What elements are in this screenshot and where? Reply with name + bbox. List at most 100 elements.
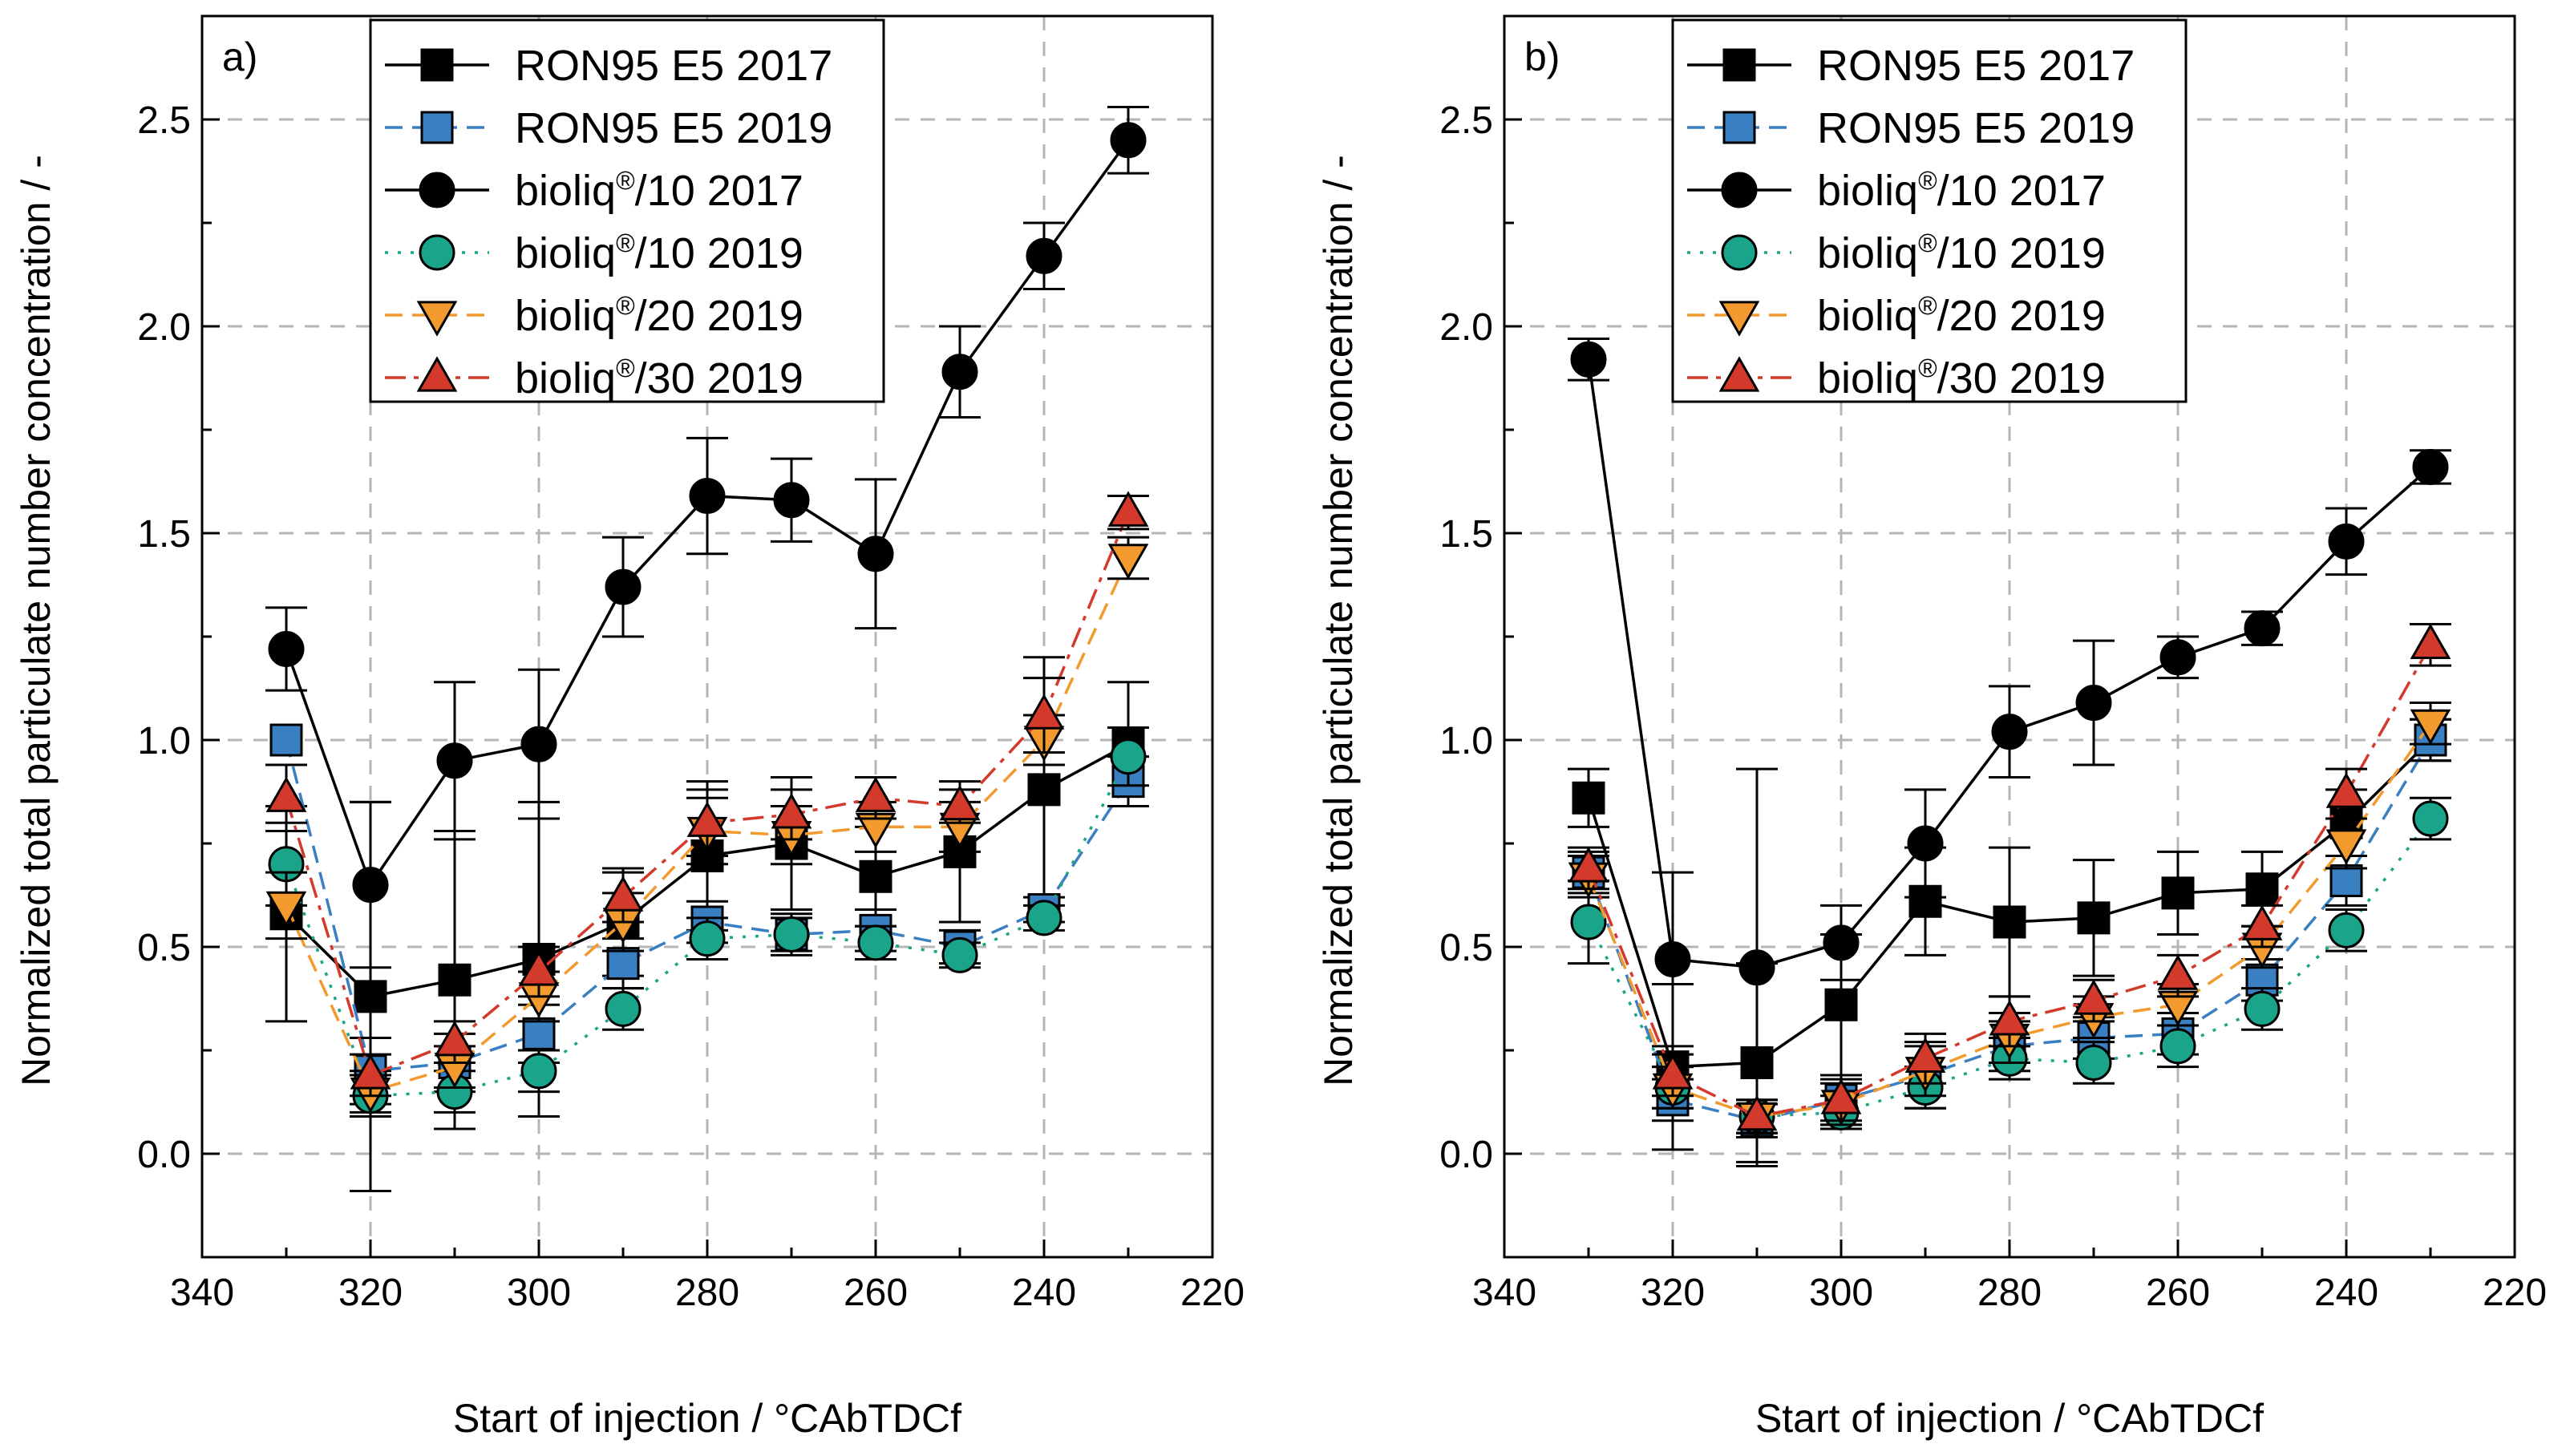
data-point <box>773 482 810 519</box>
data-point <box>941 936 978 973</box>
data-point <box>2328 912 2365 948</box>
data-point <box>2077 901 2111 935</box>
data-point <box>1570 341 1607 378</box>
data-point <box>1907 825 1944 862</box>
data-point <box>1110 122 1147 159</box>
data-point <box>1107 491 1149 527</box>
legend-entry-part: bioliq <box>515 167 616 215</box>
data-point <box>602 876 644 912</box>
legend-entry-part: /10 2017 <box>1937 167 2106 215</box>
data-point <box>1738 949 1775 986</box>
data-point <box>1572 781 1605 815</box>
legend-entry-part: /30 2019 <box>1937 354 2106 402</box>
legend-marker <box>416 301 458 337</box>
y-tick-label: 2.0 <box>1439 306 1493 349</box>
data-point <box>438 963 472 997</box>
data-point <box>859 859 892 893</box>
data-point <box>2159 1028 2196 1065</box>
data-point <box>771 793 812 829</box>
data-point <box>1654 940 1691 977</box>
legend-entry: bioliq®/10 2019 <box>515 229 803 277</box>
legend-marker <box>420 111 454 144</box>
data-point <box>689 478 726 515</box>
legend-entry-part: /10 2019 <box>1937 229 2106 277</box>
legend-marker <box>1718 356 1760 392</box>
legend-entry-part: ® <box>1918 229 1937 257</box>
data-point <box>2410 623 2451 659</box>
y-tick-label: 1.5 <box>137 513 191 556</box>
legend-frame <box>369 18 885 403</box>
y-tick-label: 0.5 <box>137 927 191 969</box>
legend-entry: RON95 E5 2019 <box>515 104 832 152</box>
legend-entry: bioliq®/30 2019 <box>1817 354 2106 402</box>
data-point <box>268 630 305 667</box>
data-point <box>605 990 642 1027</box>
x-tick-label: 240 <box>2314 1272 2378 1314</box>
x-tick-label: 280 <box>1977 1272 2042 1314</box>
legend-entry: bioliq®/10 2017 <box>1817 166 2106 215</box>
y-tick-label: 2.5 <box>1439 99 1493 142</box>
x-tick-label: 220 <box>1180 1272 1245 1314</box>
x-tick-label: 340 <box>170 1272 234 1314</box>
data-point <box>434 1020 476 1057</box>
data-point <box>520 726 557 762</box>
legend-entry-part: bioliq <box>515 229 616 277</box>
x-tick-label: 300 <box>507 1272 571 1314</box>
legend-entry: RON95 E5 2019 <box>1817 104 2135 152</box>
data-point <box>2410 709 2451 746</box>
legend-entry-part: /10 2017 <box>635 167 803 215</box>
legend-entry-part: ® <box>616 229 635 257</box>
y-tick-label: 1.5 <box>1439 513 1493 556</box>
legend-entry-part: ® <box>1918 166 1937 195</box>
data-point <box>1652 1054 1694 1090</box>
y-tick-label: 1.0 <box>137 720 191 762</box>
series-2 <box>1568 337 2451 1167</box>
legend-entry-part: ® <box>616 291 635 320</box>
data-point <box>1026 237 1062 274</box>
y-tick-label: 2.5 <box>137 99 191 142</box>
y-tick-label: 0.0 <box>137 1134 191 1176</box>
data-point <box>520 1053 557 1090</box>
data-point <box>606 947 640 981</box>
x-tick-label: 220 <box>2483 1272 2547 1314</box>
data-point <box>1908 884 1942 918</box>
data-point <box>689 920 726 957</box>
data-point <box>941 354 978 390</box>
data-point <box>522 1017 556 1050</box>
data-point <box>2244 990 2281 1027</box>
legend-entry-part: RON95 E5 2019 <box>515 104 832 152</box>
x-tick-label: 320 <box>1641 1272 1705 1314</box>
data-point <box>1823 924 1860 961</box>
data-point <box>1107 544 1149 580</box>
data-point <box>855 776 896 812</box>
legend-entry-part: ® <box>616 354 635 382</box>
legend-entry: RON95 E5 2017 <box>515 42 832 90</box>
x-tick-label: 260 <box>844 1272 908 1314</box>
data-point <box>354 980 387 1013</box>
legend-entry-part: bioliq <box>1817 167 1918 215</box>
data-point <box>1824 988 1858 1021</box>
data-point <box>1570 904 1607 940</box>
data-point <box>2159 639 2196 676</box>
legend-entry: bioliq®/30 2019 <box>515 354 803 402</box>
legend-entry-part: ® <box>1918 291 1937 320</box>
y-axis-label: Normalized total particulate number conc… <box>14 155 59 1086</box>
data-point <box>2325 829 2367 865</box>
x-axis-label: Start of injection / °CAbTDCf <box>453 1396 961 1441</box>
data-point <box>518 950 560 986</box>
data-point <box>2245 872 2279 906</box>
legend-entry: bioliq®/20 2019 <box>1817 291 2106 340</box>
data-point <box>265 776 307 812</box>
legend-marker <box>1722 48 1756 82</box>
chart-panel-a: 340 320 300 280 260 240 220 0.0 0.5 1.0 1.5 2.0 2.5 S… <box>14 14 1245 1441</box>
data-point <box>1736 1094 1778 1131</box>
data-point <box>2244 610 2281 647</box>
y-tick-label: 0.5 <box>1439 927 1493 969</box>
data-point <box>2412 448 2449 485</box>
data-point <box>1989 1000 2030 1036</box>
legend-marker <box>1718 301 1760 337</box>
legend-entry-part: /20 2019 <box>1937 292 2106 340</box>
